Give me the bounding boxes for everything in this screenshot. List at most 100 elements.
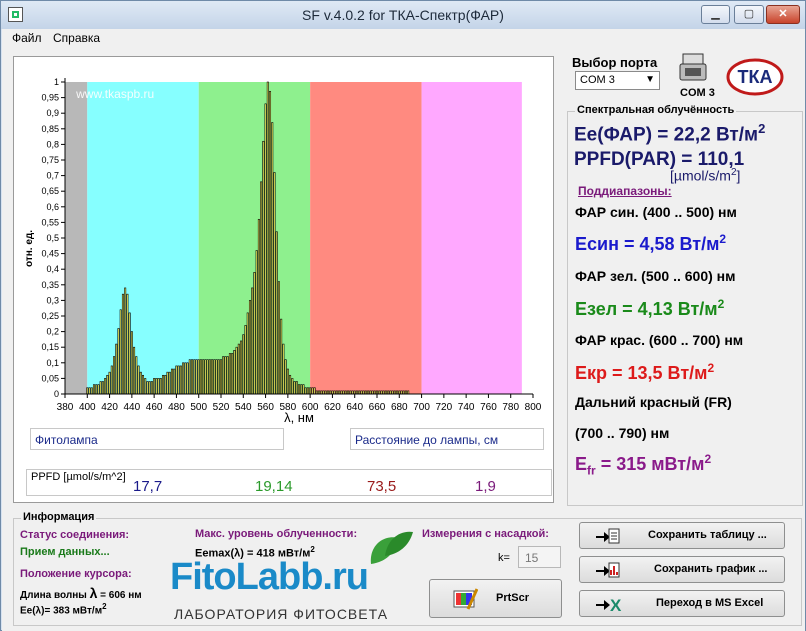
- k-input-value: 15: [525, 551, 539, 565]
- bar: [182, 362, 185, 395]
- menu-help[interactable]: Справка: [53, 31, 101, 45]
- bar: [144, 378, 147, 395]
- cursor-irradiance: Ee(λ)= 383 мВт/м2: [20, 602, 107, 617]
- prtscr-button[interactable]: PrtScr: [429, 579, 562, 618]
- bar: [193, 359, 196, 395]
- y-axis-label: отн. ед.: [24, 230, 35, 267]
- bar: [246, 312, 249, 395]
- y-tick-label: 0,65: [41, 186, 59, 196]
- x-tick-label: 560: [257, 402, 274, 413]
- save-chart-button[interactable]: Сохранить график ...: [579, 556, 785, 583]
- bar: [204, 359, 207, 395]
- y-tick-label: 0,85: [41, 124, 59, 134]
- e-green-value: Езел = 4,13 Вт/м2: [575, 297, 725, 319]
- excel-button[interactable]: X Переход в MS Excel: [579, 590, 785, 617]
- bar: [304, 387, 307, 395]
- fr-label: Дальний красный (FR): [575, 394, 732, 410]
- bar: [248, 300, 251, 395]
- y-tick-label: 0,2: [46, 327, 59, 337]
- save-table-button[interactable]: Сохранить таблицу ...: [579, 522, 785, 549]
- bar: [173, 368, 176, 395]
- distance-field[interactable]: Расстояние до лампы, см: [350, 428, 544, 450]
- x-tick-label: 680: [391, 402, 408, 413]
- bar: [115, 343, 118, 395]
- window-title: SF v.4.0.2 for ТКА-Спектр(ФАР): [302, 7, 504, 23]
- y-tick-label: 0,05: [41, 373, 59, 383]
- lamp-name-text: Фитолампа: [35, 433, 98, 447]
- k-label: k=: [498, 552, 510, 564]
- x-axis-label: λ, нм: [284, 410, 314, 425]
- y-tick-label: 0,95: [41, 93, 59, 103]
- brand-tagline: ЛАБОРАТОРИЯ ФИТОСВЕТА: [174, 606, 389, 622]
- bar: [240, 340, 243, 395]
- paint-icon: [453, 588, 478, 610]
- minimize-button[interactable]: ▁: [701, 5, 730, 24]
- x-tick-label: 400: [79, 402, 96, 413]
- bar: [170, 368, 173, 395]
- y-tick-label: 0,75: [41, 155, 59, 165]
- port-label: Выбор порта: [572, 55, 658, 70]
- bar: [191, 359, 194, 395]
- x-tick-label: 420: [101, 402, 118, 413]
- bar: [179, 365, 182, 395]
- bar: [222, 356, 225, 395]
- bar: [217, 359, 220, 395]
- x-tick-label: 500: [190, 402, 207, 413]
- bar: [211, 359, 214, 395]
- com-port-icon: [679, 53, 707, 81]
- bar: [251, 287, 254, 395]
- close-button[interactable]: ✕: [766, 5, 800, 24]
- bar: [150, 381, 153, 395]
- bar: [166, 371, 169, 395]
- y-tick-label: 1: [54, 77, 59, 87]
- maximize-button[interactable]: ▢: [734, 5, 764, 24]
- lamp-name-field[interactable]: Фитолампа: [30, 428, 284, 450]
- bar: [92, 384, 95, 395]
- x-tick-label: 760: [480, 402, 497, 413]
- conn-status-label: Статус соединения:: [20, 529, 130, 541]
- ppfd-label: PPFD [µmol/s/m^2]: [31, 471, 126, 483]
- save-table-label: Сохранить таблицу ...: [648, 529, 767, 541]
- y-tick-label: 0,15: [41, 342, 59, 352]
- bar: [126, 293, 129, 395]
- bar: [184, 362, 187, 395]
- chevron-down-icon: ▼: [645, 74, 655, 85]
- menu-file[interactable]: Файл: [12, 31, 42, 45]
- bar: [242, 334, 245, 395]
- bar: [164, 374, 167, 395]
- leaf-logo-icon: [370, 531, 413, 564]
- port-select[interactable]: COM 3 ▼: [575, 71, 660, 90]
- k-input[interactable]: 15: [518, 546, 561, 568]
- irradiance-group-title: Спектральная облучённость: [575, 104, 737, 116]
- bar: [142, 374, 144, 395]
- bar: [113, 356, 116, 395]
- bar: [106, 374, 109, 395]
- bar: [86, 387, 89, 395]
- y-tick-label: 0,1: [46, 358, 59, 368]
- y-tick-label: 0,55: [41, 217, 59, 227]
- bar: [269, 91, 272, 395]
- bar: [117, 328, 120, 395]
- app-icon: [8, 7, 23, 22]
- bar: [208, 359, 211, 395]
- bar: [293, 381, 296, 395]
- spectrum-chart[interactable]: www.tkaspb.ru 0 0,05 0,1 0,15 0,2 0,25 0,3 0,35 0…: [14, 57, 553, 502]
- bar: [244, 325, 247, 395]
- bar: [295, 381, 298, 395]
- bar: [291, 378, 294, 395]
- y-tick-label: 0,8: [46, 139, 59, 149]
- bar: [224, 356, 227, 395]
- bar: [197, 359, 200, 395]
- subranges-title: Поддиапазоны:: [578, 184, 672, 198]
- bar: [262, 140, 265, 395]
- title-bar: SF v.4.0.2 for ТКА-Спектр(ФАР) ▁ ▢ ✕: [1, 1, 805, 29]
- bar: [124, 287, 127, 395]
- bar: [108, 371, 111, 395]
- ppfd-fr-value: 1,9: [475, 478, 496, 495]
- bar: [99, 381, 102, 395]
- bar: [228, 353, 231, 395]
- y-tick-label: 0,7: [46, 171, 59, 181]
- brand-name: FitoLabb.ru: [170, 556, 369, 598]
- bar: [104, 378, 107, 395]
- bar: [306, 387, 309, 395]
